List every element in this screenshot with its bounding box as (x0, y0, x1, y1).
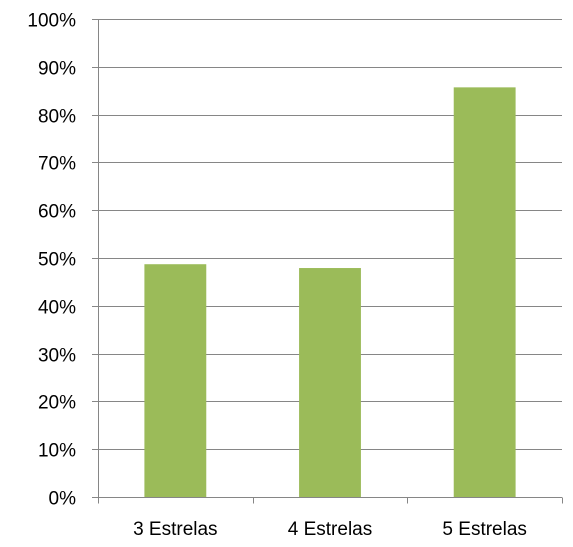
y-tick-label: 100% (27, 11, 76, 32)
y-tick-label: 20% (38, 393, 76, 414)
bar-4-estrelas (299, 268, 361, 497)
y-tick-label: 60% (38, 202, 76, 223)
y-tick-label: 40% (38, 298, 76, 319)
y-tick-label: 0% (49, 489, 77, 510)
y-tick-label: 90% (38, 59, 76, 80)
y-tick-label: 70% (38, 154, 76, 175)
axes (92, 19, 563, 504)
y-tick-label: 30% (38, 346, 76, 367)
bar-5-estrelas (453, 87, 516, 497)
bars (144, 87, 516, 497)
y-tick-label: 80% (38, 107, 76, 128)
x-category-label: 5 Estrelas (442, 519, 526, 540)
x-category-label: 4 Estrelas (288, 519, 372, 540)
y-tick-label: 50% (38, 250, 76, 271)
labels: 0% 10% 20% 30% 40% 50% 60% 70% 80% 90% 100% 3 Estre… (27, 11, 527, 541)
x-category-label: 3 Estrelas (133, 519, 217, 540)
bar-3-estrelas (144, 264, 207, 497)
y-tick-label: 10% (38, 441, 76, 462)
